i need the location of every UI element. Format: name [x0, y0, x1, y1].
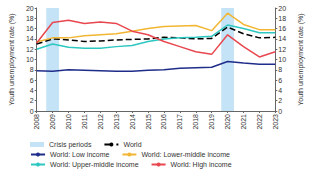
svg-text:16: 16 [26, 25, 34, 32]
svg-text:8: 8 [30, 66, 34, 73]
svg-text:2: 2 [30, 97, 34, 104]
svg-text:2016: 2016 [160, 114, 167, 130]
svg-text:2020: 2020 [224, 114, 231, 130]
svg-text:14: 14 [278, 35, 286, 42]
svg-text:0: 0 [30, 108, 34, 115]
svg-text:2021: 2021 [240, 114, 247, 130]
svg-text:14: 14 [26, 35, 34, 42]
svg-text:10: 10 [26, 56, 34, 63]
svg-text:18: 18 [26, 15, 34, 22]
svg-text:2012: 2012 [97, 114, 104, 130]
svg-text:12: 12 [26, 46, 34, 53]
svg-text:World: World [123, 141, 141, 148]
svg-text:2: 2 [278, 97, 282, 104]
svg-text:World: Upper-middle income: World: Upper-middle income [50, 161, 139, 169]
svg-text:20: 20 [278, 5, 286, 12]
svg-text:2011: 2011 [81, 114, 88, 129]
svg-text:18: 18 [278, 15, 286, 22]
svg-text:0: 0 [278, 108, 282, 115]
svg-text:World: Lower-middle income: World: Lower-middle income [141, 151, 230, 158]
svg-text:2010: 2010 [65, 114, 72, 130]
svg-text:4: 4 [30, 87, 34, 94]
svg-text:2018: 2018 [192, 114, 199, 130]
svg-text:2017: 2017 [176, 114, 183, 130]
svg-text:Youth unemployment rate (%): Youth unemployment rate (%) [297, 13, 305, 105]
svg-text:2022: 2022 [256, 114, 263, 130]
svg-text:16: 16 [278, 25, 286, 32]
svg-text:8: 8 [278, 66, 282, 73]
svg-text:2019: 2019 [208, 114, 215, 130]
svg-text:4: 4 [278, 87, 282, 94]
svg-text:Youth unemployment rate (%): Youth unemployment rate (%) [8, 13, 16, 105]
svg-text:World: Low income: World: Low income [50, 151, 110, 158]
svg-text:10: 10 [278, 56, 286, 63]
svg-text:6: 6 [30, 77, 34, 84]
svg-text:6: 6 [278, 77, 282, 84]
svg-text:12: 12 [278, 46, 286, 53]
svg-text:Crisis periods: Crisis periods [49, 141, 92, 149]
svg-text:2013: 2013 [113, 114, 120, 130]
svg-text:World: High income: World: High income [171, 161, 232, 169]
svg-text:20: 20 [26, 5, 34, 12]
svg-text:2009: 2009 [49, 114, 56, 130]
svg-text:2015: 2015 [145, 114, 152, 130]
svg-text:2014: 2014 [129, 114, 136, 130]
svg-text:2023: 2023 [272, 114, 279, 130]
svg-text:2008: 2008 [33, 114, 40, 130]
